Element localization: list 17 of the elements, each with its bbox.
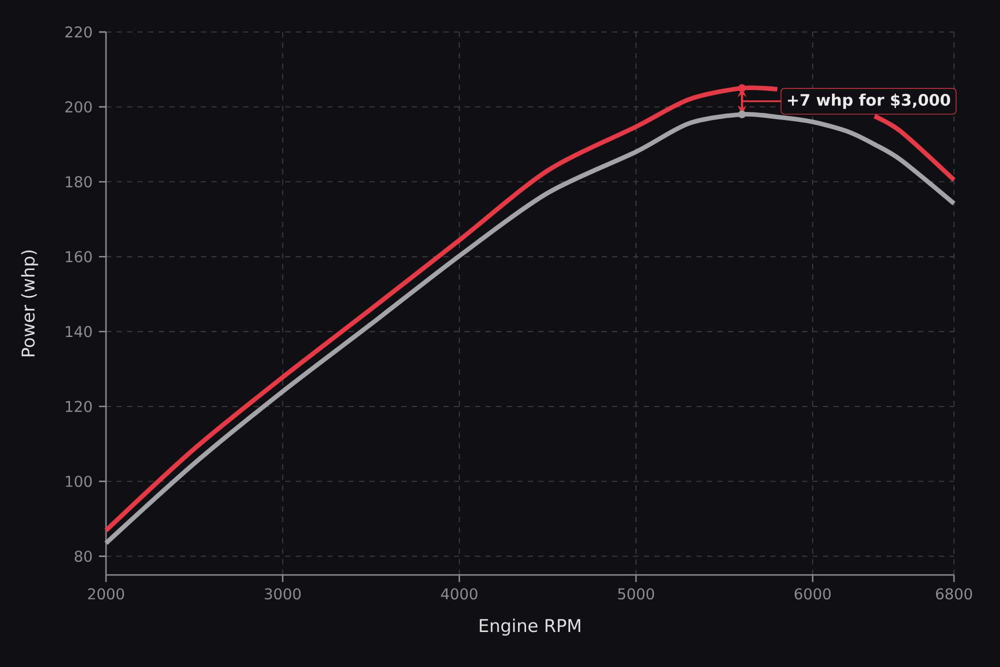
- x-tick-label: 4000: [441, 588, 478, 600]
- y-tick-label: 200: [65, 101, 92, 113]
- y-tick-label: 180: [66, 176, 92, 188]
- y-tick-label: 220: [65, 26, 92, 38]
- y-tick-label: 120: [66, 400, 92, 412]
- y-tick-label: 80: [74, 550, 92, 562]
- annotation: +7 whp for $3,000: [788, 94, 950, 109]
- y-tick-label: 100: [66, 476, 92, 488]
- x-tick-label: 6800: [936, 588, 972, 600]
- x-tick-label: 6000: [794, 588, 831, 600]
- x-axis-title: Engine RPM: [480, 618, 580, 636]
- y-tick-label: 160: [66, 251, 92, 262]
- y-axis-title: Power (whp): [21, 250, 38, 356]
- x-tick-label: 2000: [88, 588, 124, 600]
- x-tick-label: 3000: [264, 588, 301, 600]
- x-tick-label: 5000: [618, 588, 654, 600]
- y-tick-label: 140: [66, 326, 92, 338]
